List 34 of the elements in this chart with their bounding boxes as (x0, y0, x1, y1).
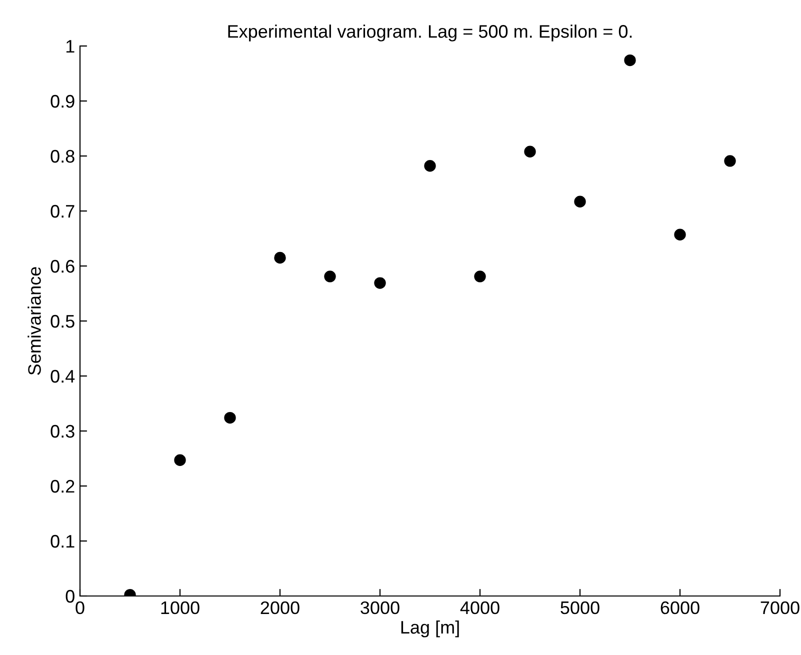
point (324, 270, 336, 282)
point (574, 196, 586, 208)
y-tick-label: 0 (66, 590, 74, 603)
y-tick-label: 0.2 (50, 480, 74, 493)
point (424, 160, 436, 172)
x-tick-label: 4000 (460, 601, 500, 614)
y-axis-title: Semivariance (28, 267, 41, 375)
x-tick-label: 0 (76, 601, 84, 614)
y-tick-label: 0.6 (50, 260, 74, 273)
x-tick-label: 2000 (260, 601, 300, 614)
x-tick-label: 5000 (560, 601, 600, 614)
point (624, 54, 636, 66)
x-tick-label: 7000 (760, 601, 800, 614)
y-tick-label: 0.7 (50, 204, 74, 218)
y-tick-label: 0.4 (50, 370, 75, 383)
y-tick-label: 0.9 (50, 94, 74, 108)
point (724, 155, 736, 167)
y-tick-label: 0.5 (50, 314, 74, 328)
point (524, 146, 536, 158)
point (274, 252, 286, 264)
point (374, 277, 386, 289)
chart-title: Experimental variogram. Lag = 500 m. Epsilon = 0. (228, 24, 632, 42)
point (174, 454, 186, 466)
y-tick-label: 1 (66, 40, 74, 53)
y-tick-label: 0.8 (50, 150, 74, 163)
y-tick-label: 0.1 (50, 534, 74, 548)
point (674, 228, 686, 240)
x-tick-label: 3000 (360, 601, 400, 614)
x-axis-title: Lag [m] (401, 620, 459, 638)
point (474, 270, 486, 282)
point (224, 412, 236, 424)
x-tick-label: 1000 (161, 601, 200, 614)
y-tick-label: 0.3 (50, 424, 74, 438)
x-tick-label: 6000 (660, 601, 700, 614)
